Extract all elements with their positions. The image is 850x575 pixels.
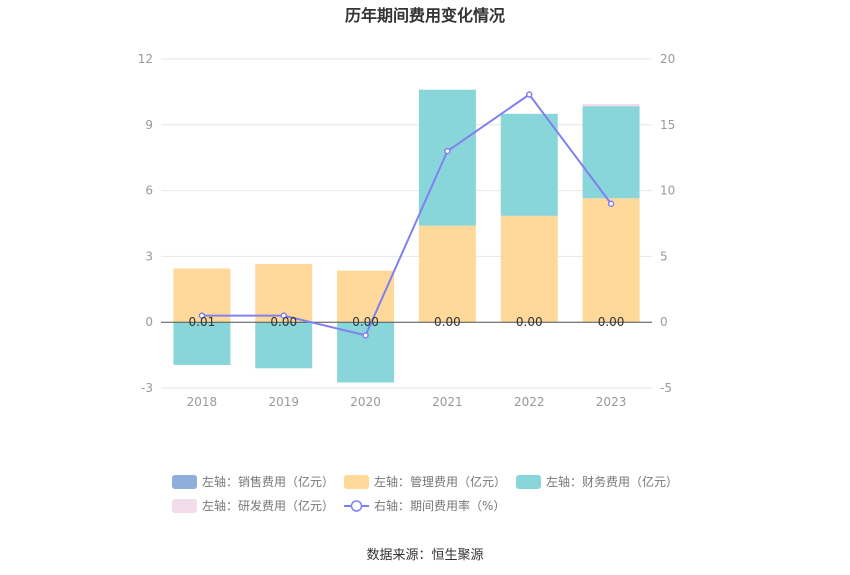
- bars: [173, 89, 640, 383]
- left-tick-label: -3: [141, 381, 153, 395]
- x-tick-label: 2021: [432, 395, 463, 409]
- data-label: 0.00: [516, 315, 543, 329]
- x-tick-label: 2019: [268, 395, 299, 409]
- legend-item[interactable]: 左轴：财务费用（亿元）: [516, 474, 678, 489]
- x-tick-label: 2020: [350, 395, 381, 409]
- data-label: 0.00: [434, 315, 461, 329]
- left-tick-label: 6: [145, 184, 153, 198]
- x-tick-label: 2023: [596, 395, 627, 409]
- legend-item[interactable]: 左轴：销售费用（亿元）: [172, 474, 334, 489]
- bar: [255, 322, 313, 369]
- right-tick-label: -5: [660, 381, 672, 395]
- legend-label: 左轴：管理费用（亿元）: [374, 474, 506, 489]
- expense-rate-line: [198, 91, 615, 339]
- legend-item[interactable]: 右轴：期间费用率（%）: [344, 498, 505, 513]
- rate-point: [280, 312, 287, 319]
- right-tick-label: 10: [660, 184, 675, 198]
- legend-swatch: [172, 499, 197, 513]
- legend-label: 左轴：销售费用（亿元）: [202, 474, 334, 489]
- rate-line: [201, 93, 612, 337]
- left-tick-label: 9: [145, 118, 153, 132]
- right-tick-label: 0: [660, 315, 668, 329]
- bar: [582, 106, 640, 199]
- data-label: 0.00: [598, 315, 625, 329]
- source-note: 数据来源：恒生聚源: [366, 548, 483, 563]
- right-tick-label: 5: [660, 249, 668, 263]
- right-tick-label: 15: [660, 118, 675, 132]
- left-tick-label: 0: [145, 315, 153, 329]
- x-tick-label: 2022: [514, 395, 545, 409]
- data-labels: 0.01 0.00 0.00 0.00 0.00 0.00: [189, 315, 625, 329]
- rate-point: [198, 312, 206, 319]
- legend-label: 左轴：财务费用（亿元）: [546, 474, 678, 489]
- bar: [500, 113, 558, 216]
- axis-ticks: 12 20 9 15 6 10 3 5 0 0 -3 -5 2018 2019 2020 2021 2022 20…: [138, 52, 676, 409]
- rate-point: [362, 332, 369, 339]
- bar: [500, 215, 558, 323]
- legend-marker-icon: [350, 500, 363, 512]
- bar: [418, 89, 476, 226]
- left-tick-label: 3: [145, 249, 153, 263]
- legend-swatch: [344, 475, 369, 489]
- legend-item[interactable]: 左轴：研发费用（亿元）: [172, 498, 334, 513]
- bar: [582, 198, 640, 323]
- legend-swatch: [516, 475, 541, 489]
- data-label: 0.00: [352, 315, 379, 329]
- bar: [418, 225, 476, 323]
- right-tick-label: 20: [660, 52, 675, 66]
- legend-label: 左轴：研发费用（亿元）: [202, 498, 334, 513]
- rate-point: [526, 91, 533, 98]
- legend[interactable]: 左轴：销售费用（亿元） 左轴：管理费用（亿元） 左轴：财务费用（亿元） 左轴：研发费用…: [172, 474, 678, 513]
- data-label: 0.00: [270, 315, 297, 329]
- bar: [337, 270, 395, 323]
- x-tick-label: 2018: [187, 395, 218, 409]
- grid: [161, 58, 652, 389]
- bar: [173, 322, 231, 365]
- chart-title: 历年期间费用变化情况: [345, 6, 505, 25]
- legend-label: 右轴：期间费用率（%）: [374, 498, 505, 513]
- rate-point: [607, 200, 615, 208]
- left-tick-label: 12: [138, 52, 153, 66]
- legend-swatch: [172, 475, 197, 489]
- rate-point: [444, 147, 451, 155]
- data-label: 0.01: [189, 315, 216, 329]
- legend-item[interactable]: 左轴：管理费用（亿元）: [344, 474, 506, 489]
- bar: [582, 103, 640, 107]
